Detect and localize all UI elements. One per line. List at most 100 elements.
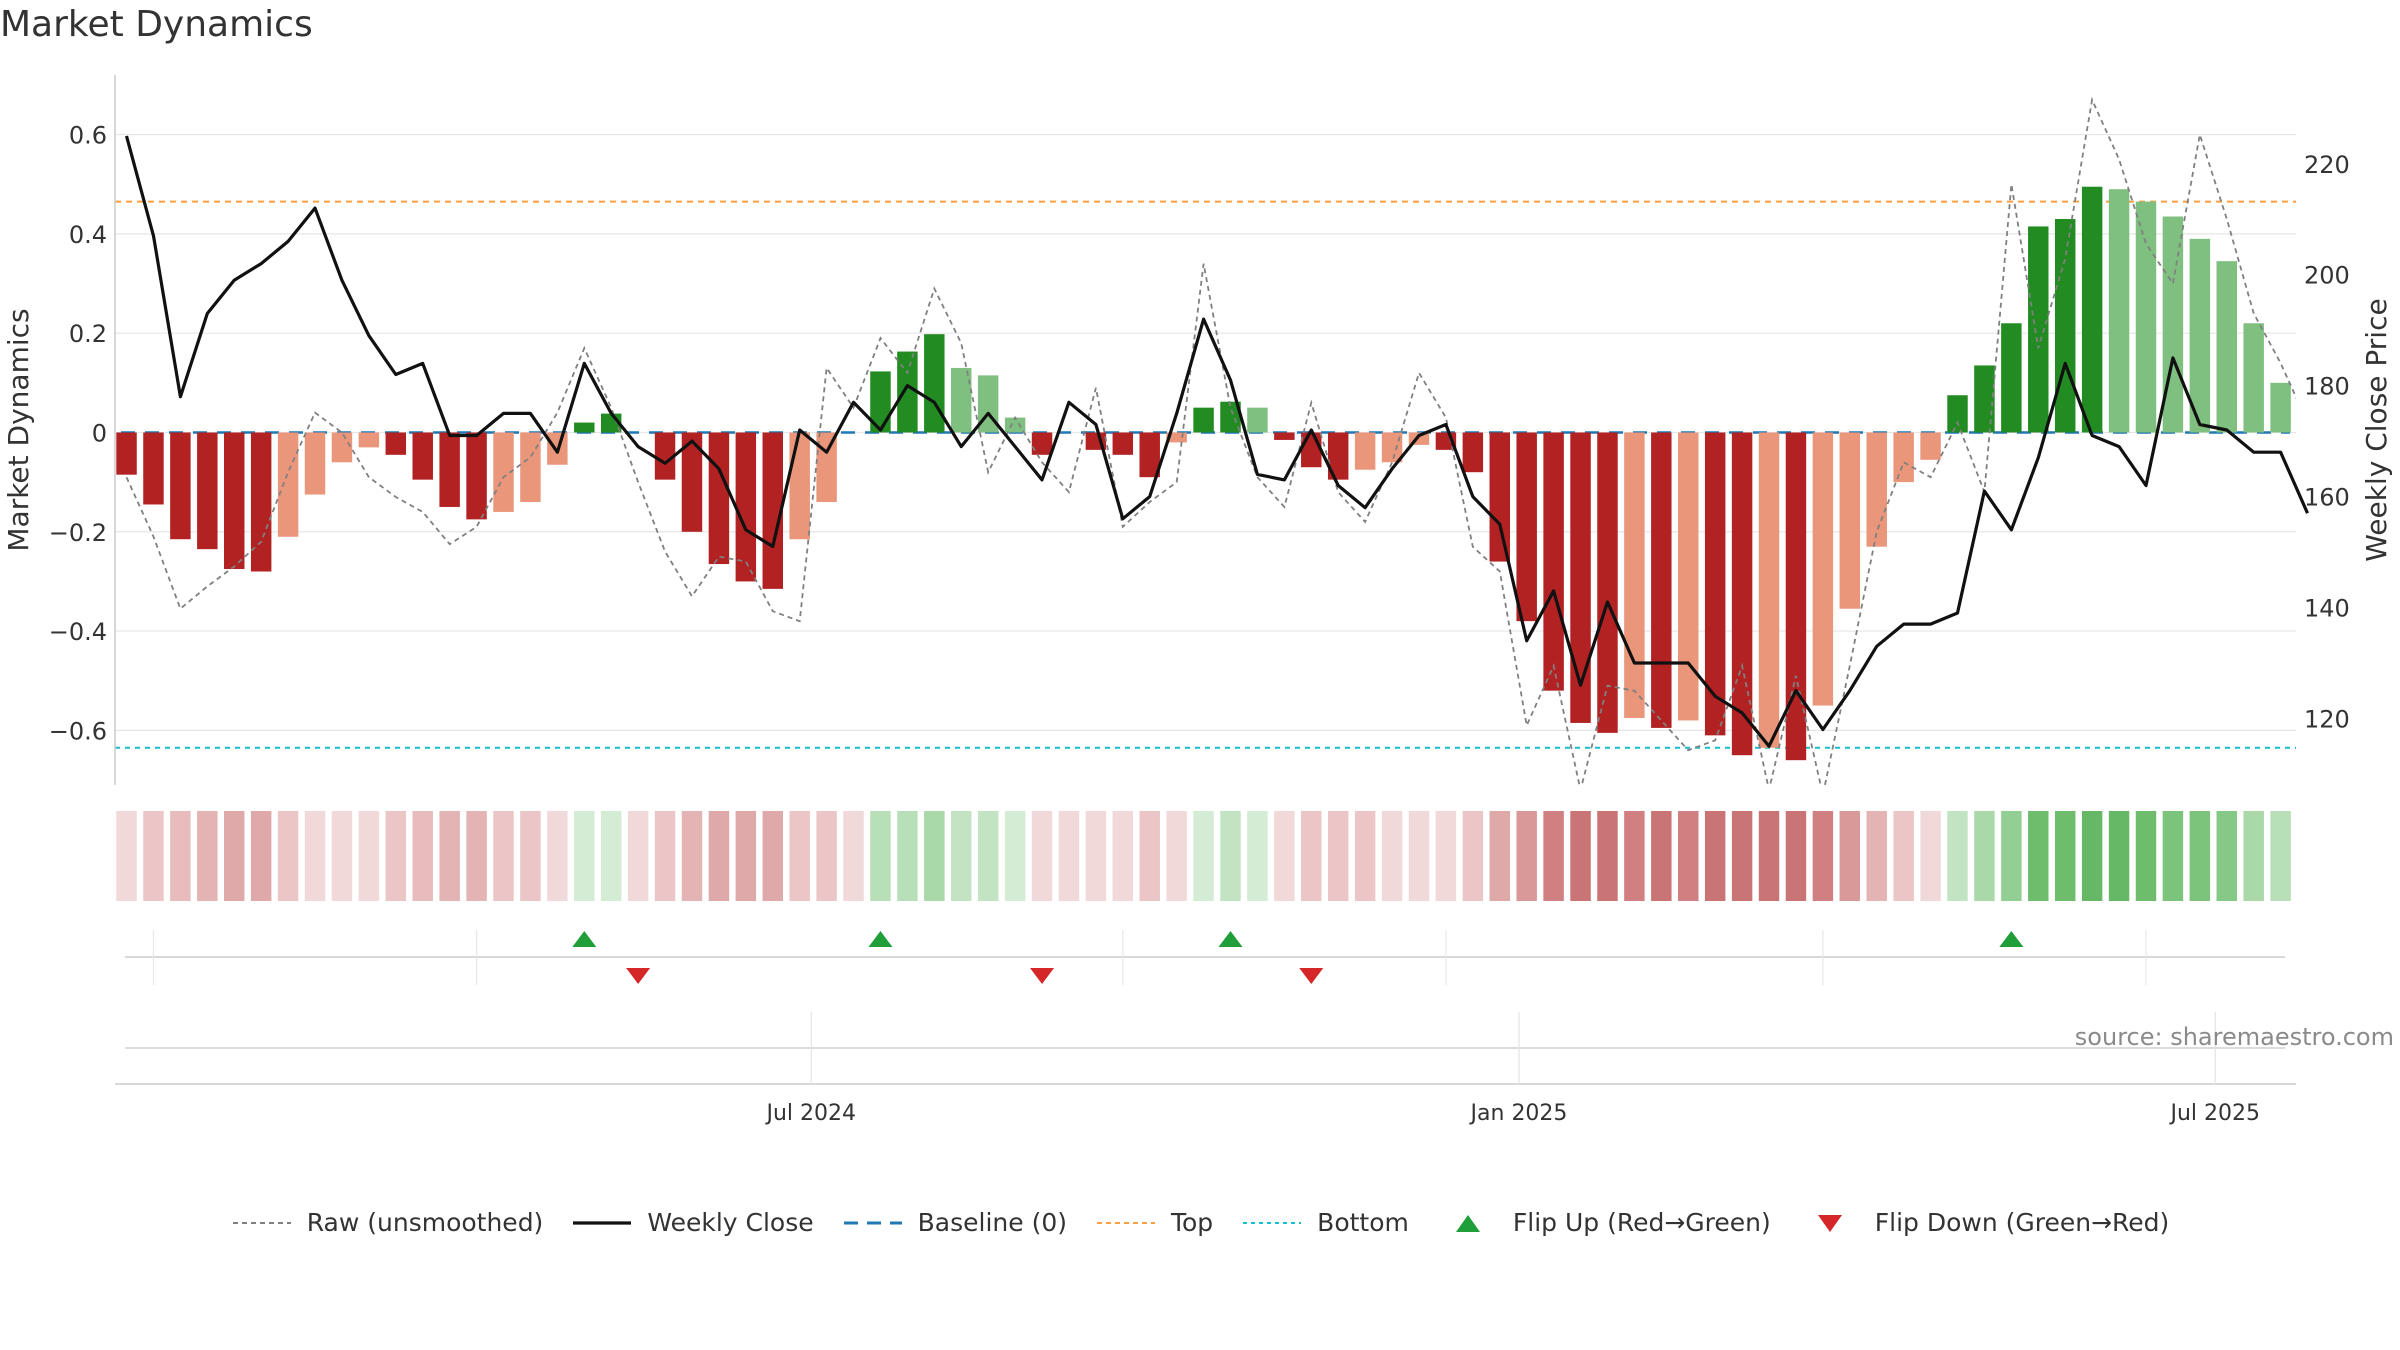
legend-label: Flip Up (Red→Green) [1512, 1208, 1771, 1237]
regime-strip-cell [1516, 811, 1537, 901]
flip-up-marker [1999, 931, 2024, 947]
x-tick-label: Jul 2024 [764, 1101, 856, 1126]
regime-strip-cell [2108, 811, 2130, 901]
regime-strip-cell [1220, 811, 1241, 901]
regime-strip-cell [789, 811, 810, 901]
top-legend-swatch [1096, 1221, 1155, 1224]
x-tick-label: Jul 2025 [2168, 1101, 2260, 1126]
regime-strip-cell [1731, 811, 1753, 901]
regime-strip-cell [2028, 811, 2049, 901]
dynamics-bar [1893, 432, 1914, 483]
regime-strip-cell [224, 811, 245, 901]
legend-item-top: Top [1095, 1208, 1213, 1237]
regime-strip-cell [1597, 811, 1618, 901]
dynamics-bar [708, 432, 730, 565]
regime-strip-cell [2216, 811, 2237, 901]
flip-down-marker [1030, 968, 1055, 984]
regime-strip-cell [2135, 811, 2157, 901]
dynamics-bar [493, 432, 514, 512]
chart-legend: Raw (unsmoothed) Weekly Close Baseline (0)… [0, 1208, 2400, 1237]
dynamics-bar [143, 432, 164, 505]
regime-strip-cell [1570, 811, 1591, 901]
dynamics-bar [1758, 432, 1780, 748]
dynamics-bar [1516, 432, 1537, 622]
regime-strip-cell [1974, 811, 1995, 901]
legend-item-raw: Raw (unsmoothed) [231, 1208, 543, 1237]
regime-strip-cell [493, 811, 514, 901]
regime-strip-cell [843, 811, 864, 901]
dynamics-bar [1004, 417, 1026, 433]
dynamics-bar [1731, 432, 1753, 756]
regime-strip-cell [250, 811, 272, 901]
dynamics-bar [1381, 432, 1403, 463]
regime-strip-cell [1354, 811, 1376, 901]
bottom-legend-swatch [1243, 1221, 1302, 1224]
regime-strip-cell [116, 811, 137, 901]
regime-strip-cell [735, 811, 757, 901]
source-credit: source: sharemaestro.com [2074, 1023, 2394, 1051]
x-axis-panel: Jul 2024 Jan 2025 Jul 2025 [115, 1012, 2296, 1126]
regime-strip-cell [1166, 811, 1187, 901]
dynamics-bar [924, 334, 945, 433]
regime-strip-cell [143, 811, 164, 901]
regime-strip-cell [2189, 811, 2211, 901]
regime-strip-cell [897, 811, 918, 901]
regime-strip-cell [951, 811, 972, 901]
dynamics-bar [1139, 432, 1160, 478]
raw-legend-swatch [232, 1221, 291, 1224]
regime-strip-cell [1678, 811, 1699, 901]
weekly-close-series [124, 135, 2309, 748]
regime-strip-cell [870, 811, 891, 901]
regime-strip-cell [1651, 811, 1672, 901]
dynamics-bar [1785, 432, 1807, 761]
y-right-axis-label: Weekly Close Price [2360, 298, 2393, 561]
dynamics-bar [412, 432, 433, 480]
dynamics-bar [250, 432, 272, 572]
regime-strip-cell [2270, 811, 2291, 901]
regime-strip-cell [1462, 811, 1484, 901]
dynamics-bar [1193, 407, 1214, 433]
flip-up-marker [572, 931, 597, 947]
dynamics-bar [1839, 432, 1861, 609]
regime-strip-cell [439, 811, 460, 901]
dynamics-bar [1704, 432, 1726, 736]
regime-strip-cell [600, 811, 622, 901]
regime-strip-cell [1139, 811, 1160, 901]
dynamics-bar [331, 432, 353, 463]
regime-strip-cell [1274, 811, 1295, 901]
dynamics-bar [1920, 432, 1941, 460]
flip-down-legend-swatch [1817, 1214, 1842, 1232]
dynamics-bar [951, 367, 972, 433]
regime-strip-cell [1004, 811, 1026, 901]
dynamics-bar [1866, 432, 1887, 547]
x-tick-label: Jan 2025 [1469, 1101, 1568, 1126]
legend-item-flip-up: Flip Up (Red→Green) [1437, 1208, 1771, 1237]
regime-strip-cell [654, 811, 676, 901]
dynamics-bar [2162, 216, 2184, 433]
regime-strip-cell [1893, 811, 1914, 901]
dynamics-bar [2108, 189, 2130, 433]
flip-up-marker [868, 931, 893, 947]
y-left-tick-label: −0.2 [49, 519, 107, 547]
y-left-tick-label: 0.4 [69, 221, 107, 249]
dynamics-bar [2135, 201, 2157, 433]
dynamics-bar [1651, 432, 1672, 728]
y-right-tick-label: 120 [2304, 705, 2350, 733]
dynamics-bar [1247, 407, 1268, 433]
regime-strip-cell [2081, 811, 2103, 901]
regime-strip-cell [708, 811, 730, 901]
regime-strip-cell [304, 811, 326, 901]
flip-markers-panel [125, 930, 2285, 985]
dynamics-bar [1570, 432, 1591, 723]
raw-unsmoothed-line [125, 96, 2296, 785]
regime-strip-cell [1247, 811, 1268, 901]
dynamics-bar [1354, 432, 1376, 470]
dynamics-bar [1462, 432, 1484, 473]
dynamics-bar [304, 432, 326, 495]
dynamics-bar [1974, 365, 1995, 433]
regime-strip-cell [197, 811, 218, 901]
regime-strip-cell [170, 811, 191, 901]
regime-strip-cell [977, 811, 999, 901]
legend-label: Weekly Close [647, 1208, 814, 1237]
y-left-axis-label: Market Dynamics [2, 308, 35, 551]
